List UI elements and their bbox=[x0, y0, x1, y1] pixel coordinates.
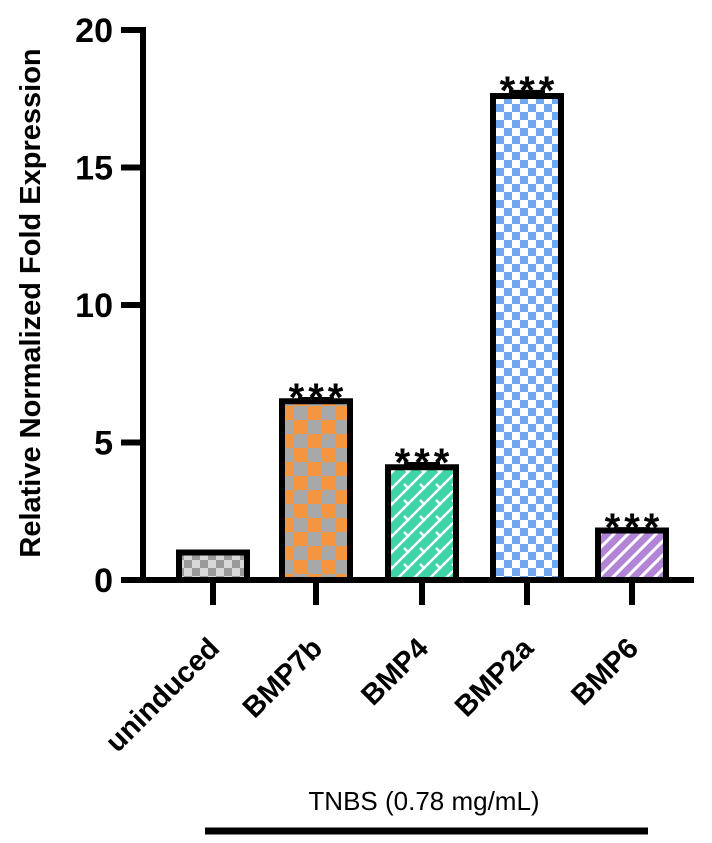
group-annotation: TNBS (0.78 mg/mL) bbox=[205, 786, 648, 835]
y-tick-label: 15 bbox=[75, 150, 113, 188]
bars bbox=[176, 89, 669, 583]
y-tick-label: 10 bbox=[75, 287, 113, 325]
labels: 0 5 10 15 20 uninduced BMP7b *** BMP4 *** BMP2a ***… bbox=[75, 12, 664, 759]
x-tick-label: BMP7b bbox=[237, 632, 329, 724]
x-tick-label: BMP2a bbox=[449, 632, 541, 724]
group-label: TNBS (0.78 mg/mL) bbox=[308, 786, 539, 816]
bar-BMP2a bbox=[490, 93, 564, 583]
y-tick-label: 5 bbox=[94, 425, 113, 463]
y-axis-title-group: Relative Normalized Fold Expression bbox=[15, 48, 47, 557]
x-tick-label: BMP4 bbox=[355, 632, 435, 712]
significance-label: *** bbox=[500, 69, 559, 113]
bar-uninduced bbox=[176, 549, 250, 583]
significance-label: *** bbox=[289, 376, 348, 420]
y-axis-title: Relative Normalized Fold Expression bbox=[15, 48, 47, 557]
significance-label: *** bbox=[395, 441, 454, 485]
x-tick-label: BMP6 bbox=[565, 632, 645, 712]
bar-BMP4 bbox=[385, 464, 459, 583]
y-tick-label: 0 bbox=[94, 562, 113, 600]
significance-label: *** bbox=[605, 506, 664, 550]
y-tick-label: 20 bbox=[75, 12, 113, 50]
x-tick-label: uninduced bbox=[100, 632, 226, 758]
bar-BMP7b bbox=[279, 398, 353, 583]
